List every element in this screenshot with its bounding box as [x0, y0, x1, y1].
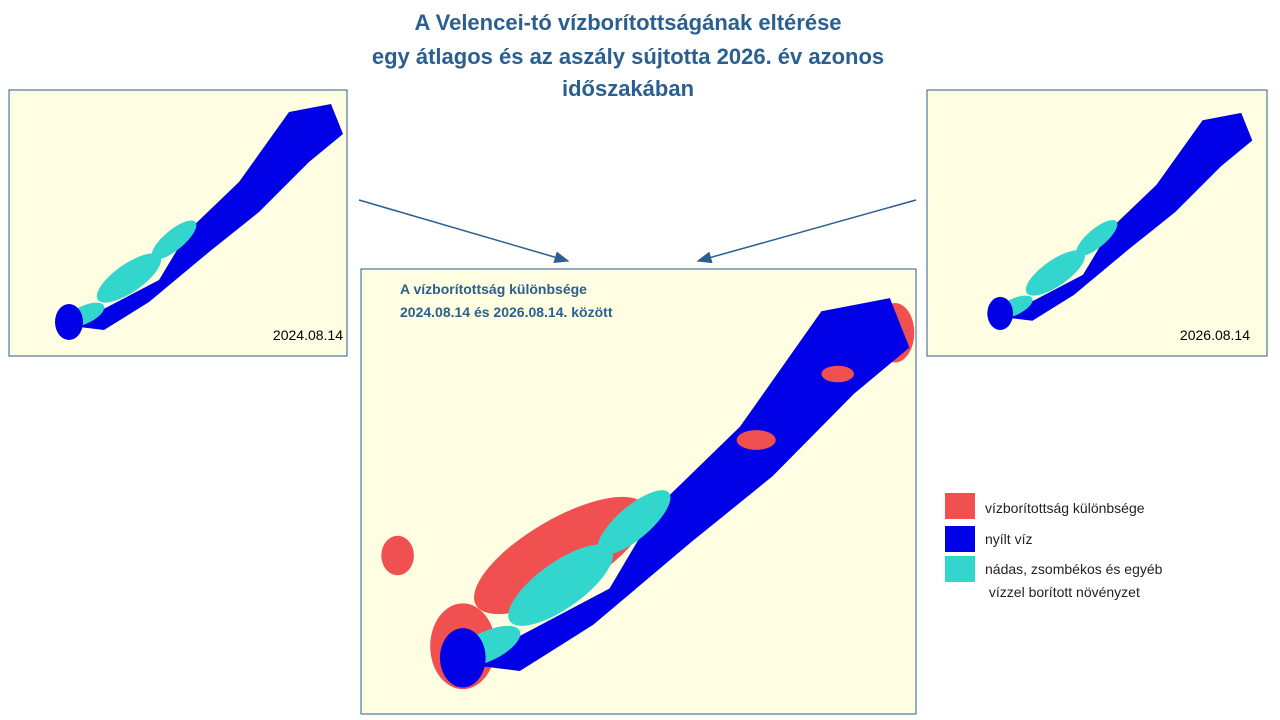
center-map: A vízborítottság különbsége 2024.08.14 é… — [360, 268, 917, 715]
map-caption: A vízborítottság különbsége — [400, 281, 587, 297]
legend-swatch — [945, 556, 975, 582]
legend-swatch — [945, 493, 975, 519]
legend-label: vízzel borított növényzet — [985, 584, 1140, 600]
right-map: 2026.08.14 — [926, 89, 1268, 357]
legend-label: vízborítottság különbsége — [985, 500, 1145, 516]
map-date: 2024.08.14 — [273, 327, 343, 343]
arrow — [696, 199, 917, 264]
lake-diff — [381, 298, 915, 690]
legend-label: nyílt víz — [985, 531, 1032, 547]
arrow — [358, 199, 570, 263]
title-line: egy átlagos és az aszály sújtotta 2026. … — [372, 44, 884, 69]
left-map: 2024.08.14 — [8, 89, 348, 357]
map-date: 2026.08.14 — [1180, 327, 1250, 343]
title-line: A Velencei-tó vízborítottságának eltérés… — [414, 10, 841, 35]
map-caption: 2024.08.14 és 2026.08.14. között — [400, 304, 613, 320]
legend-swatch — [945, 526, 975, 552]
legend: vízborítottság különbsége nyílt víz náda… — [945, 493, 1163, 600]
title-line: időszakában — [562, 76, 694, 101]
legend-label: nádas, zsombékos és egyéb — [985, 561, 1163, 577]
